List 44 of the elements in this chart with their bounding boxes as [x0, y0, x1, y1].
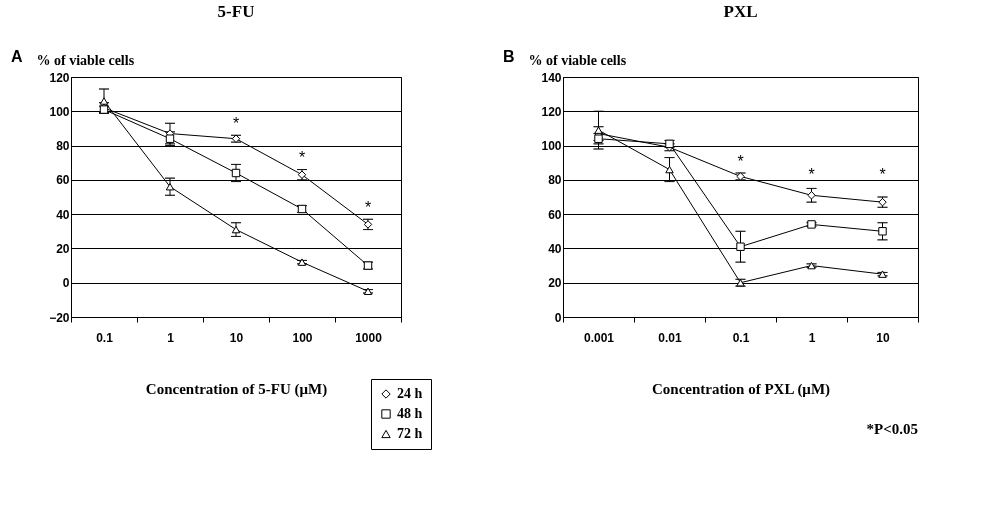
x-tick-label: 0.1	[732, 330, 750, 345]
y-tick-label: 20	[56, 241, 70, 256]
annotation: *	[232, 114, 240, 132]
text: *P<0.05	[866, 421, 918, 437]
annotation: *	[808, 166, 815, 184]
x-tick-label: 1000	[355, 330, 383, 345]
y-axis-title: % of viable cells	[528, 52, 627, 68]
y-tick-label: 20	[548, 276, 562, 291]
legend-label: 24 h	[397, 386, 423, 401]
x-tick-label: 1	[808, 330, 816, 345]
y-tick-label: 100	[49, 104, 70, 119]
y-tick-label: 40	[548, 241, 562, 256]
y-tick-label: 140	[541, 70, 562, 85]
y-axis-title: % of viable cells	[36, 52, 135, 68]
x-tick-label: 100	[292, 330, 313, 345]
x-tick-label: 1	[167, 330, 175, 345]
y-tick-label: 40	[56, 207, 70, 222]
y-tick-label: 80	[56, 139, 70, 154]
y-tick-label: 100	[541, 139, 562, 154]
x-tick-label: 10	[229, 330, 244, 345]
x-tick-label: 10	[876, 330, 890, 345]
x-axis-title: Concentration of 5-FU (μM)	[145, 380, 328, 398]
y-tick-label: 60	[56, 173, 70, 188]
y-tick-label: 80	[548, 173, 562, 188]
legend-label: 72 h	[397, 426, 423, 441]
x-tick-label: 0.1	[96, 330, 114, 345]
y-tick-label: 0	[62, 276, 70, 291]
x-axis-title: Concentration of PXL (μM)	[651, 380, 831, 398]
chart-title: 5-FU	[217, 2, 255, 21]
y-tick-label: 120	[49, 70, 70, 85]
y-tick-label: 120	[541, 104, 562, 119]
y-tick-label: 0	[554, 310, 562, 325]
x-tick-label: 0.01	[658, 330, 682, 345]
text: B	[503, 48, 515, 65]
annotation: *	[879, 166, 886, 184]
annotation: *	[364, 198, 372, 216]
x-tick-label: 0.001	[583, 330, 615, 345]
legend-label: 48 h	[397, 406, 423, 421]
annotation: *	[737, 152, 744, 170]
y-tick-label: −20	[49, 310, 70, 325]
chart-title: PXL	[723, 2, 758, 21]
text: A	[11, 48, 23, 65]
annotation: *	[298, 149, 306, 167]
y-tick-label: 60	[548, 207, 562, 222]
